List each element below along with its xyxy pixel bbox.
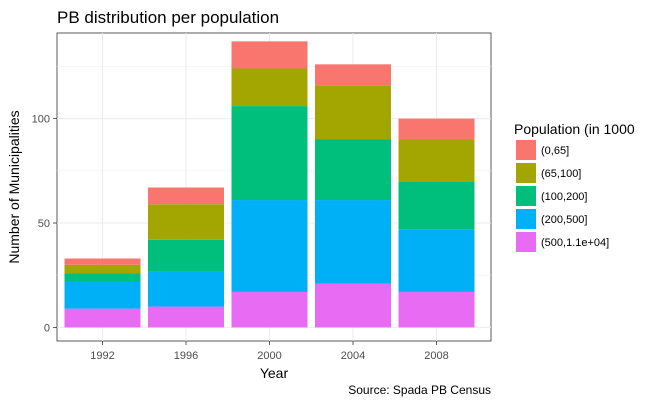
x-axis-ticks: 1992 1996 2000 2004 2008 bbox=[90, 341, 449, 362]
chart-caption: Source: Spada PB Census bbox=[348, 383, 491, 397]
bar-segment bbox=[148, 271, 224, 307]
legend-label: (200,500] bbox=[541, 214, 587, 226]
legend: (0,65] (65,100] (100,200] (200,500] (500,1.1… bbox=[516, 140, 609, 252]
bar-segment bbox=[231, 106, 308, 201]
legend-swatch bbox=[516, 232, 536, 252]
bar-segment bbox=[64, 281, 141, 309]
bar-segment bbox=[231, 291, 308, 328]
bar-segment bbox=[315, 85, 391, 140]
bar-segment bbox=[64, 258, 141, 265]
legend-title: Population (in 1000 bbox=[514, 121, 635, 137]
x-tick-label: 1996 bbox=[174, 350, 198, 362]
legend-swatch bbox=[516, 140, 536, 160]
bar-segment bbox=[148, 187, 224, 205]
x-axis-title: Year bbox=[260, 365, 289, 381]
chart-title: PB distribution per population bbox=[57, 8, 279, 27]
bar-segment bbox=[148, 204, 224, 240]
legend-label: (0,65] bbox=[541, 145, 569, 157]
bar-segment bbox=[398, 139, 475, 182]
bar-segment bbox=[315, 283, 391, 328]
bar-segment bbox=[64, 264, 141, 274]
legend-label: (65,100] bbox=[541, 168, 581, 180]
legend-swatch bbox=[516, 209, 536, 229]
bar-segment bbox=[315, 200, 391, 284]
x-tick-label: 1992 bbox=[90, 350, 114, 362]
y-axis-title: Number of Municipalities bbox=[6, 110, 22, 263]
bars bbox=[64, 41, 475, 328]
bar-segment bbox=[315, 139, 391, 201]
bar-segment bbox=[398, 181, 475, 230]
bar-segment bbox=[231, 200, 308, 292]
bar-segment bbox=[231, 68, 308, 107]
bar-segment bbox=[398, 291, 475, 328]
bar-segment bbox=[64, 273, 141, 282]
bar-segment bbox=[398, 229, 475, 292]
y-axis-ticks: 0 50 100 bbox=[32, 114, 57, 334]
bar-segment bbox=[64, 308, 141, 328]
y-tick-label: 100 bbox=[32, 114, 50, 126]
legend-label: (500,1.1e+04] bbox=[541, 237, 609, 249]
x-tick-label: 2004 bbox=[341, 350, 365, 362]
x-tick-label: 2008 bbox=[424, 350, 448, 362]
legend-swatch bbox=[516, 186, 536, 206]
legend-swatch bbox=[516, 163, 536, 183]
legend-label: (100,200] bbox=[541, 191, 587, 203]
bar-segment bbox=[148, 306, 224, 328]
bar-segment bbox=[398, 118, 475, 140]
bar-segment bbox=[231, 41, 308, 69]
y-tick-label: 50 bbox=[38, 218, 50, 230]
bar-segment bbox=[148, 239, 224, 272]
bar-segment bbox=[315, 64, 391, 86]
y-tick-label: 0 bbox=[44, 322, 50, 334]
x-tick-label: 2000 bbox=[257, 350, 281, 362]
